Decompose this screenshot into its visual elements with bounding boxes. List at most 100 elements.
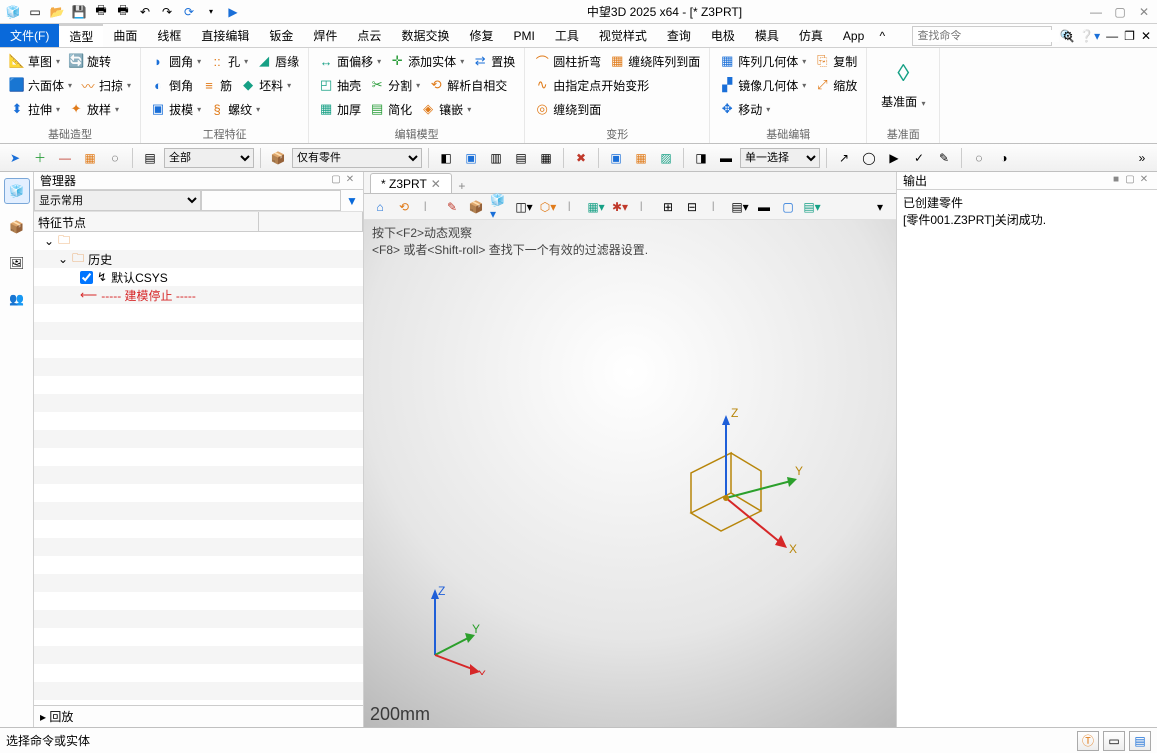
ribbon-button[interactable]: ◐倒角 [147,74,196,96]
vt-icon[interactable]: ✱▾ [610,197,630,217]
tb-icon-7[interactable]: ▣ [605,147,627,169]
toolbar-overflow-icon[interactable]: » [1131,147,1153,169]
ribbon-button[interactable]: ✛添加实体▾ [386,50,467,72]
ribbon-tab[interactable]: 查询 [657,24,701,47]
tb-icon-14[interactable]: ▶ [883,147,905,169]
vt-icon[interactable]: ▤▾ [802,197,822,217]
vt-icon[interactable]: ⊞ [658,197,678,217]
csys-checkbox[interactable] [80,271,93,284]
ribbon-button[interactable]: ⇄置换 [469,50,518,72]
ribbon-button[interactable]: 〰扫掠▾ [77,74,134,96]
tree-expand-icon[interactable]: ⌄ [44,234,54,248]
dropdown-icon[interactable]: ▾ [202,3,220,21]
ribbon-button[interactable]: ⬍拉伸▾ [6,98,63,120]
ribbon-button[interactable]: ▤简化 [366,98,415,120]
doc-tab-close-icon[interactable]: ✕ [431,177,441,191]
tb-icon-8[interactable]: ▦ [630,147,652,169]
settings-icon[interactable]: ⚙ [1062,29,1073,43]
minimize-icon[interactable]: — [1087,5,1105,19]
vt-icon[interactable]: ▬ [754,197,774,217]
ribbon-button[interactable]: ▦加厚 [315,98,364,120]
print-icon[interactable]: 🖶 [92,3,110,21]
add-icon[interactable]: ＋ [29,147,51,169]
ribbon-button[interactable]: ◆坯料▾ [237,74,294,96]
help-icon[interactable]: ❔▾ [1079,29,1100,43]
tb-icon-2[interactable]: ▣ [460,147,482,169]
ribbon-button[interactable]: ◰抽壳 [315,74,364,96]
tb-icon-3[interactable]: ▥ [485,147,507,169]
tb-icon-6[interactable]: ✖ [570,147,592,169]
ribbon-tab[interactable]: 电极 [701,24,745,47]
open-icon[interactable]: 📂 [48,3,66,21]
leftbar-layers-icon[interactable]: 📦 [4,214,30,240]
output-body[interactable]: 已创建零件 [零件001.Z3PRT]关闭成功. [897,190,1157,727]
ribbon-button[interactable]: ◢唇缘 [253,50,302,72]
tb-icon-5[interactable]: ▦ [535,147,557,169]
leftbar-users-icon[interactable]: 👥 [4,286,30,312]
tb-icon-1[interactable]: ◧ [435,147,457,169]
ribbon-button[interactable]: ✦放样▾ [65,98,122,120]
maximize-icon[interactable]: ▢ [1111,5,1129,19]
ribbon-button[interactable]: 🔄旋转 [65,50,114,72]
ribbon-button[interactable]: ::孔▾ [206,50,251,72]
select-mode[interactable]: 单一选择 [740,148,820,168]
display-mode-select[interactable]: 显示常用 [34,190,201,211]
ribbon-button[interactable]: 🟦六面体▾ [6,74,75,96]
status-btn-2[interactable]: ▭ [1103,731,1125,751]
ribbon-tab[interactable]: 仿真 [789,24,833,47]
ribbon-tab[interactable]: 直接编辑 [191,24,259,47]
ribbon-tab[interactable]: App [833,24,874,47]
output-close-icon[interactable]: ✕ [1137,174,1151,188]
close-icon[interactable]: ✕ [1135,5,1153,19]
replay-play-icon[interactable]: ▸ [40,710,46,724]
vt-icon[interactable]: ⟲ [394,197,414,217]
output-btn1-icon[interactable]: ■ [1109,174,1123,188]
ribbon-button[interactable]: ⤢缩放 [811,74,860,96]
tabs-expand-icon[interactable]: ^ [874,29,890,43]
vt-icon[interactable]: ⌂ [370,197,390,217]
undo-icon[interactable]: ↶ [136,3,154,21]
ribbon-tab[interactable]: 点云 [347,24,391,47]
ribbon-button[interactable]: ◎缠绕到面 [531,98,604,120]
refresh-icon[interactable]: ⟳ [180,3,198,21]
command-search[interactable]: 🔍 [912,26,1052,46]
tb-icon-9[interactable]: ▨ [655,147,677,169]
vt-icon[interactable]: ▤▾ [730,197,750,217]
tb-icon-13[interactable]: ◯ [858,147,880,169]
filter-icon[interactable]: ▼ [341,190,363,211]
ribbon-button[interactable]: ▦阵列几何体▾ [716,50,809,72]
status-btn-3[interactable]: ▤ [1129,731,1151,751]
play-icon[interactable]: ▶ [224,3,242,21]
ribbon-tab[interactable]: 数据交换 [391,24,459,47]
ribbon-button[interactable]: §螺纹▾ [206,98,263,120]
tb-icon-15[interactable]: ✓ [908,147,930,169]
vt-icon[interactable]: ▢ [778,197,798,217]
ribbon-tab[interactable]: 修复 [459,24,503,47]
ribbon-button[interactable]: 📐草图▾ [6,50,63,72]
doc-tab-add-icon[interactable]: + [452,179,472,193]
box-icon[interactable]: 📦 [267,147,289,169]
tb-icon-18[interactable]: ◑ [993,147,1015,169]
leftbar-tree-icon[interactable]: 🧊 [4,178,30,204]
print-preview-icon[interactable]: 🖶 [114,3,132,21]
cursor-icon[interactable]: ➤ [4,147,26,169]
document-tab[interactable]: * Z3PRT ✕ [370,173,452,193]
ribbon-tab[interactable]: PMI [503,24,544,47]
filter-select-b[interactable]: 仅有零件 [292,148,422,168]
csys-label[interactable]: 默认CSYS [111,269,168,286]
dotted-icon[interactable]: ◌ [104,147,126,169]
tb-icon-12[interactable]: ↗ [833,147,855,169]
remove-icon[interactable]: — [54,147,76,169]
ribbon-button[interactable]: ◊基准面 ▾ [873,50,933,118]
ribbon-button[interactable]: ✥移动▾ [716,98,773,120]
leftbar-image-icon[interactable]: 🖼 [4,250,30,276]
manager-pin-icon[interactable]: ▢ [329,174,343,188]
replay-bar[interactable]: ▸ 回放 [34,705,363,727]
ribbon-tab[interactable]: 视觉样式 [589,24,657,47]
new-icon[interactable]: ▭ [26,3,44,21]
ribbon-button[interactable]: ≡筋 [198,74,235,96]
ribbon-tab[interactable]: 焊件 [303,24,347,47]
child-restore-icon[interactable]: ❐ [1124,29,1135,43]
ribbon-button[interactable]: ◈镶嵌▾ [417,98,474,120]
history-label[interactable]: 历史 [88,251,112,268]
